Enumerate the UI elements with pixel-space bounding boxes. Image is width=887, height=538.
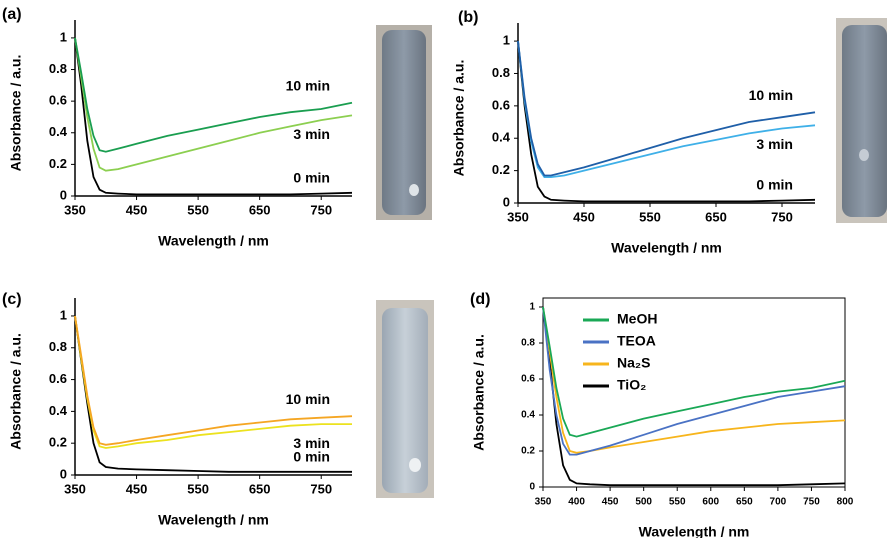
y-tick-label: 0.4 — [49, 124, 68, 139]
x-tick-label: 750 — [310, 481, 332, 496]
curve-label: 10 min — [749, 87, 793, 103]
photo — [836, 18, 887, 223]
spectrum-line — [543, 307, 845, 455]
legend-label: Na₂S — [617, 355, 650, 371]
x-tick-label: 350 — [64, 481, 86, 496]
x-tick-label: 400 — [568, 497, 585, 508]
y-axis-title: Absorbance / a.u. — [8, 333, 24, 450]
figure: (a) Absorbance / a.u. Wavelength / nm 0 0.2 0… — [0, 0, 887, 538]
x-tick-label: 750 — [310, 202, 332, 217]
curve-label: 0 min — [756, 176, 793, 192]
photo — [376, 300, 434, 498]
x-tick-label: 450 — [573, 209, 595, 224]
x-tick-label: 800 — [837, 497, 854, 508]
x-tick-label: 450 — [126, 481, 148, 496]
y-tick-label: 0.2 — [49, 156, 67, 171]
y-tick-label: 0 — [60, 187, 67, 202]
panel-label: (b) — [458, 9, 478, 26]
panel-label: (d) — [470, 291, 490, 308]
x-tick-label: 650 — [249, 202, 271, 217]
x-tick-label: 500 — [635, 497, 652, 508]
x-tick-label: 700 — [770, 497, 787, 508]
x-tick-label: 750 — [771, 209, 793, 224]
y-axis-title: Absorbance / a.u. — [8, 55, 24, 172]
curve-label: 3 min — [756, 136, 793, 152]
y-tick-label: 0.4 — [49, 403, 68, 418]
y-tick-label: 1 — [60, 307, 67, 322]
y-axis-title: Absorbance / a.u. — [471, 334, 487, 451]
photo — [376, 25, 432, 220]
x-tick-label: 750 — [803, 497, 820, 508]
x-tick-label: 550 — [187, 202, 209, 217]
y-tick-label: 0.6 — [49, 93, 67, 108]
spectrum-line — [543, 307, 845, 485]
y-axis-title: Absorbance / a.u. — [451, 60, 467, 177]
x-tick-label: 600 — [702, 497, 719, 508]
x-axis-title: Wavelength / nm — [158, 233, 269, 249]
y-tick-label: 1 — [503, 33, 510, 48]
y-tick-label: 1 — [60, 29, 67, 44]
curve-label: 10 min — [286, 391, 330, 407]
x-tick-label: 350 — [535, 497, 552, 508]
curve-label: 0 min — [293, 170, 330, 186]
spectrum-line — [75, 38, 352, 171]
x-tick-label: 450 — [126, 202, 148, 217]
x-axis-title: Wavelength / nm — [158, 512, 269, 528]
x-tick-label: 550 — [187, 481, 209, 496]
y-tick-label: 0.8 — [49, 339, 67, 354]
x-tick-label: 550 — [639, 209, 661, 224]
panel-label: (a) — [2, 6, 22, 23]
spectrum-line — [518, 41, 815, 177]
x-axis-title: Wavelength / nm — [639, 524, 750, 538]
y-tick-label: 0 — [529, 482, 535, 493]
curve-label: 10 min — [286, 77, 330, 93]
legend-label: TiO₂ — [617, 377, 646, 393]
y-tick-label: 0.6 — [521, 374, 535, 385]
y-tick-label: 0.8 — [49, 61, 67, 76]
legend-label: MeOH — [617, 311, 657, 327]
x-tick-label: 650 — [249, 481, 271, 496]
curve-label: 0 min — [293, 449, 330, 465]
y-tick-label: 1 — [529, 302, 535, 313]
curve-label: 3 min — [293, 126, 330, 142]
plot-frame — [543, 298, 845, 487]
y-tick-label: 0 — [60, 466, 67, 481]
y-tick-label: 0.8 — [521, 338, 535, 349]
panel-label: (c) — [2, 291, 22, 308]
y-tick-label: 0.4 — [492, 130, 511, 145]
spectrum-line — [543, 307, 845, 453]
y-tick-label: 0.6 — [492, 97, 510, 112]
x-tick-label: 550 — [669, 497, 686, 508]
y-tick-label: 0.2 — [492, 162, 510, 177]
spectrum-line — [543, 307, 845, 437]
x-axis-title: Wavelength / nm — [611, 240, 722, 256]
y-tick-label: 0 — [503, 194, 510, 209]
x-tick-label: 450 — [602, 497, 619, 508]
y-tick-label: 0.2 — [521, 446, 535, 457]
legend-label: TEOA — [617, 333, 656, 349]
y-tick-label: 0.8 — [492, 65, 510, 80]
y-tick-label: 0.6 — [49, 371, 67, 386]
y-tick-label: 0.4 — [521, 410, 535, 421]
x-tick-label: 350 — [507, 209, 529, 224]
x-tick-label: 350 — [64, 202, 86, 217]
x-tick-label: 650 — [705, 209, 727, 224]
y-tick-label: 0.2 — [49, 435, 67, 450]
spectrum-line — [518, 41, 815, 175]
x-tick-label: 650 — [736, 497, 753, 508]
